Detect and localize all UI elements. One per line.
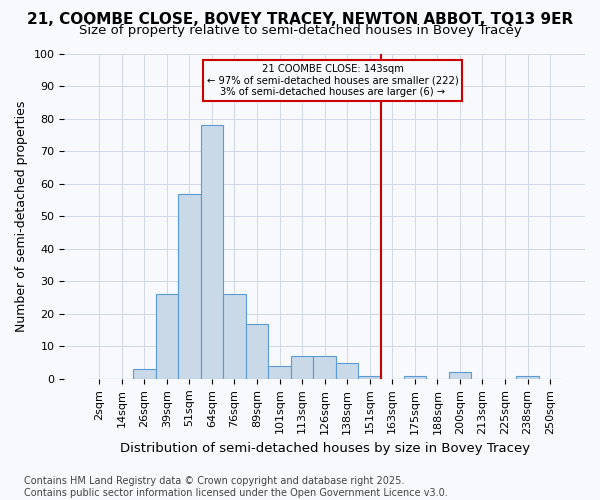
Bar [313,356,336,379]
Bar [223,294,246,379]
Bar [200,126,223,379]
Bar [404,376,426,379]
Bar [155,294,178,379]
Text: Size of property relative to semi-detached houses in Bovey Tracey: Size of property relative to semi-detach… [79,24,521,37]
Text: 21 COOMBE CLOSE: 143sqm
← 97% of semi-detached houses are smaller (222)
3% of se: 21 COOMBE CLOSE: 143sqm ← 97% of semi-de… [206,64,458,97]
Text: Contains HM Land Registry data © Crown copyright and database right 2025.
Contai: Contains HM Land Registry data © Crown c… [24,476,448,498]
Y-axis label: Number of semi-detached properties: Number of semi-detached properties [15,101,28,332]
Bar [178,194,200,379]
Bar [133,369,155,379]
X-axis label: Distribution of semi-detached houses by size in Bovey Tracey: Distribution of semi-detached houses by … [119,442,530,455]
Bar [516,376,539,379]
Bar [449,372,471,379]
Text: 21, COOMBE CLOSE, BOVEY TRACEY, NEWTON ABBOT, TQ13 9ER: 21, COOMBE CLOSE, BOVEY TRACEY, NEWTON A… [27,12,573,26]
Bar [336,362,358,379]
Bar [291,356,313,379]
Bar [268,366,291,379]
Bar [358,376,381,379]
Bar [246,324,268,379]
